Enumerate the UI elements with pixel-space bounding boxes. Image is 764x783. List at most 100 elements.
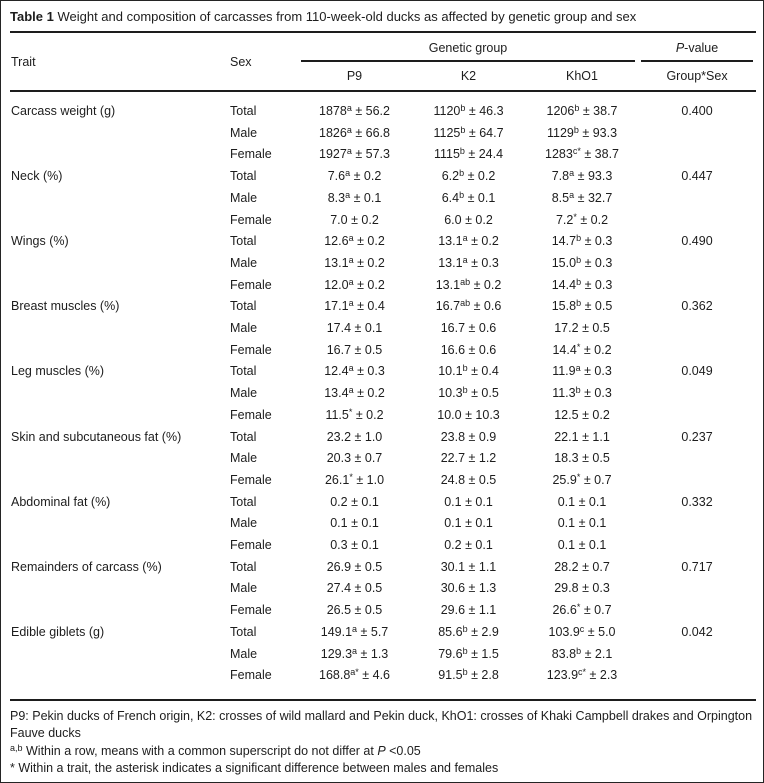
mean-value: 0.2: [330, 494, 348, 509]
standard-error: ± 0.3: [584, 277, 613, 292]
trait-label: [10, 318, 222, 340]
p-value-cell: [638, 253, 756, 275]
table-row: Skin and subcutaneous fat (%) Total 23.2 ±…: [10, 427, 756, 449]
standard-error: ± 0.5: [582, 321, 610, 336]
col-header-genetic-group: Genetic group: [298, 32, 638, 62]
significance-superscript: a: [348, 233, 354, 244]
significance-superscript: b: [462, 667, 468, 678]
standard-error: ± 0.7: [582, 559, 610, 574]
genetic-group-label: Genetic group: [301, 41, 636, 62]
mean-value: 16.7: [440, 321, 466, 336]
value-cell: 23.8 ± 0.9: [411, 427, 526, 449]
mean-value: 14.4: [552, 342, 577, 357]
sex-label: Total: [230, 364, 257, 379]
value-cell: 1206b ± 38.7: [526, 91, 638, 123]
standard-error: ± 0.3: [584, 234, 613, 249]
value-cell: 14.7b ± 0.3: [526, 231, 638, 253]
p-value-cell: [638, 123, 756, 145]
p-value-cell: [638, 188, 756, 210]
sex-label: Female: [230, 538, 272, 553]
value-cell: 16.7ab ± 0.6: [411, 296, 526, 318]
standard-error: ± 0.4: [471, 364, 499, 379]
mean-value: 11.5: [325, 407, 349, 422]
mean-value: 10.1: [438, 364, 463, 379]
table-row: Wings (%) Total 12.6a ± 0.2 13.1a ± 0.2 14.7…: [10, 231, 756, 253]
standard-error: ± 0.2: [355, 407, 384, 422]
value-cell: 14.4b ± 0.3: [526, 275, 638, 297]
standard-error: ± 0.1: [465, 538, 493, 553]
value-cell: 13.1a ± 0.2: [411, 231, 526, 253]
standard-error: ± 0.6: [468, 321, 497, 336]
standard-error: ± 0.3: [584, 364, 612, 379]
mean-value: 0.1: [444, 494, 462, 509]
trait-label: Edible giblets (g): [11, 624, 105, 639]
mean-value: 29.8: [554, 581, 579, 596]
p-value-cell: [638, 578, 756, 600]
significance-superscript: b: [576, 254, 582, 265]
col-header-k2: K2: [411, 62, 526, 92]
value-cell: 11.3b ± 0.3: [526, 383, 638, 405]
standard-error: ± 38.7: [582, 104, 618, 118]
mean-value: 18.3: [554, 451, 579, 466]
significance-superscript: b: [462, 623, 468, 634]
mean-value: 1927: [319, 147, 347, 162]
table-row: Female 1927a ± 57.3 1115b ± 24.4 1283c* ± 3…: [10, 144, 756, 166]
significance-superscript: b: [576, 298, 582, 309]
p-value-cell: [638, 665, 756, 700]
table-row: Neck (%) Total 7.6a ± 0.2 6.2b ± 0.2 7.8a ± …: [10, 166, 756, 188]
significance-superscript: b: [462, 385, 468, 396]
value-cell: 123.9c* ± 2.3: [526, 665, 638, 700]
significance-superscript: b: [462, 363, 468, 374]
table-header: Trait Sex Genetic group P-value P9 K2 Kh…: [10, 32, 757, 92]
standard-error: ± 0.7: [354, 451, 383, 466]
value-cell: 25.9* ± 0.7: [526, 470, 638, 492]
standard-error: ± 0.6: [473, 299, 502, 314]
footnote-sup-text: Within a row, means with a common supers…: [22, 743, 378, 758]
standard-error: ± 0.5: [354, 559, 383, 574]
value-cell: 17.2 ± 0.5: [526, 318, 638, 340]
table-row: Female 11.5* ± 0.2 10.0 ± 10.3 12.5 ± 0.2: [10, 405, 756, 427]
sex-label: Total: [230, 104, 257, 118]
value-cell: 13.4a ± 0.2: [298, 383, 411, 405]
p-value-cell: 0.042: [681, 624, 713, 639]
standard-error: ± 0.2: [357, 234, 385, 249]
mean-value: 7.0: [330, 212, 348, 227]
table-row: Male 13.1a ± 0.2 13.1a ± 0.3 15.0b ± 0.3: [10, 253, 756, 275]
value-cell: 16.7 ± 0.6: [411, 318, 526, 340]
p-value-cell: [638, 210, 756, 232]
standard-error: ± 0.7: [583, 603, 612, 618]
sex-label: Total: [230, 299, 257, 314]
value-cell: 22.7 ± 1.2: [411, 448, 526, 470]
mean-value: 16.7: [326, 342, 352, 357]
mean-value: 149.1: [320, 624, 353, 639]
mean-value: 24.8: [440, 472, 466, 487]
mean-value: 6.4: [441, 190, 460, 205]
mean-value: 17.2: [554, 321, 579, 336]
value-cell: 1283c* ± 38.7: [526, 144, 638, 166]
standard-error: ± 0.1: [351, 516, 379, 531]
value-cell: 29.6 ± 1.1: [411, 600, 526, 622]
table-row: Male 13.4a ± 0.2 10.3b ± 0.5 11.3b ± 0.3: [10, 383, 756, 405]
mean-value: 23.2: [326, 429, 352, 444]
table-row: Male 8.3a ± 0.1 6.4b ± 0.1 8.5a ± 32.7: [10, 188, 756, 210]
p-value-cell: [638, 470, 756, 492]
trait-label: Remainders of carcass (%): [11, 559, 162, 574]
col-header-group-sex: Group*Sex: [638, 62, 757, 92]
carcass-composition-table: Trait Sex Genetic group P-value P9 K2 Kh…: [10, 31, 757, 701]
significance-superscript: b: [576, 233, 582, 244]
standard-error: ± 0.5: [582, 451, 610, 466]
col-header-sex: Sex: [222, 32, 298, 92]
p-value-cell: [638, 644, 756, 666]
value-cell: 14.4* ± 0.2: [526, 340, 638, 362]
significance-superscript: b: [576, 276, 582, 287]
p-value-label: P-value: [641, 41, 754, 62]
sex-label: Total: [230, 624, 257, 639]
mean-value: 11.3: [552, 386, 576, 401]
significance-superscript: a: [348, 363, 354, 374]
value-cell: 26.1* ± 1.0: [298, 470, 411, 492]
significance-superscript: c*: [578, 667, 587, 678]
standard-error: ± 0.2: [357, 277, 385, 292]
value-cell: 12.5 ± 0.2: [526, 405, 638, 427]
value-cell: 27.4 ± 0.5: [298, 578, 411, 600]
standard-error: ± 93.3: [582, 125, 618, 140]
